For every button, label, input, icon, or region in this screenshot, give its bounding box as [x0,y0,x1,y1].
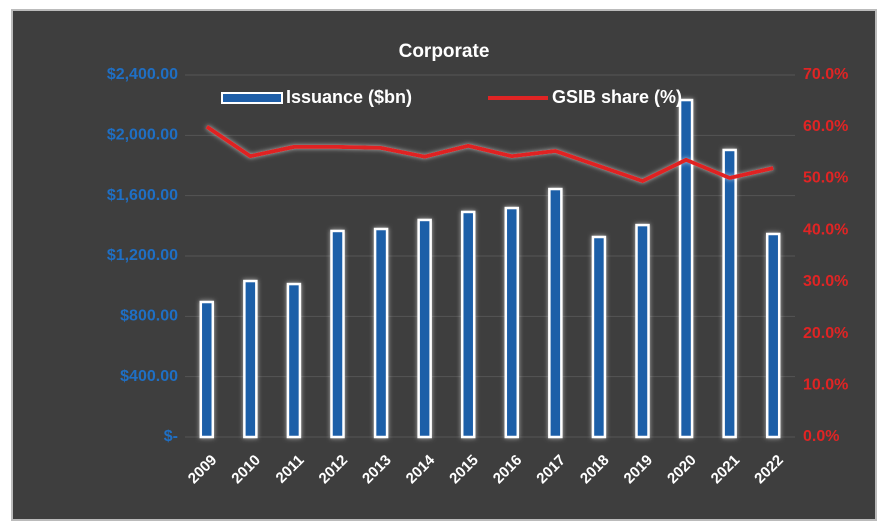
bar [286,282,302,439]
y-tick-label: $- [164,428,178,445]
y2-tick-label: 10.0% [803,377,848,394]
legend-label: Issuance ($bn) [286,87,412,107]
bar [591,235,607,439]
y-tick-label: $800.00 [120,308,178,325]
bar [243,279,258,439]
bar [548,187,563,439]
bar [330,229,345,439]
line [205,125,774,184]
bar [635,223,650,439]
y-tick-label: $2,400.00 [107,66,178,83]
bar [460,210,476,439]
y2-tick-label: 30.0% [803,273,848,290]
y2-tick-label: 50.0% [803,170,848,187]
bar [417,218,432,439]
chart-background [11,9,877,521]
y2-tick-label: 40.0% [803,221,848,238]
y2-tick-label: 20.0% [803,325,848,342]
bar [678,98,694,439]
legend-swatch [221,92,283,104]
y2-tick-label: 0.0% [803,428,839,445]
bar [199,300,215,439]
bar [722,148,737,439]
y-tick-label: $400.00 [120,368,178,385]
bar [504,206,520,439]
bar [765,232,781,439]
y2-tick-label: 60.0% [803,118,848,135]
chart-title: Corporate [399,41,490,62]
y2-tick-label: 70.0% [803,66,848,83]
y-tick-label: $1,200.00 [107,247,178,264]
legend-label: GSIB share (%) [552,87,682,107]
bar [373,227,389,439]
y-tick-label: $2,000.00 [107,127,178,144]
y-tick-label: $1,600.00 [107,187,178,204]
